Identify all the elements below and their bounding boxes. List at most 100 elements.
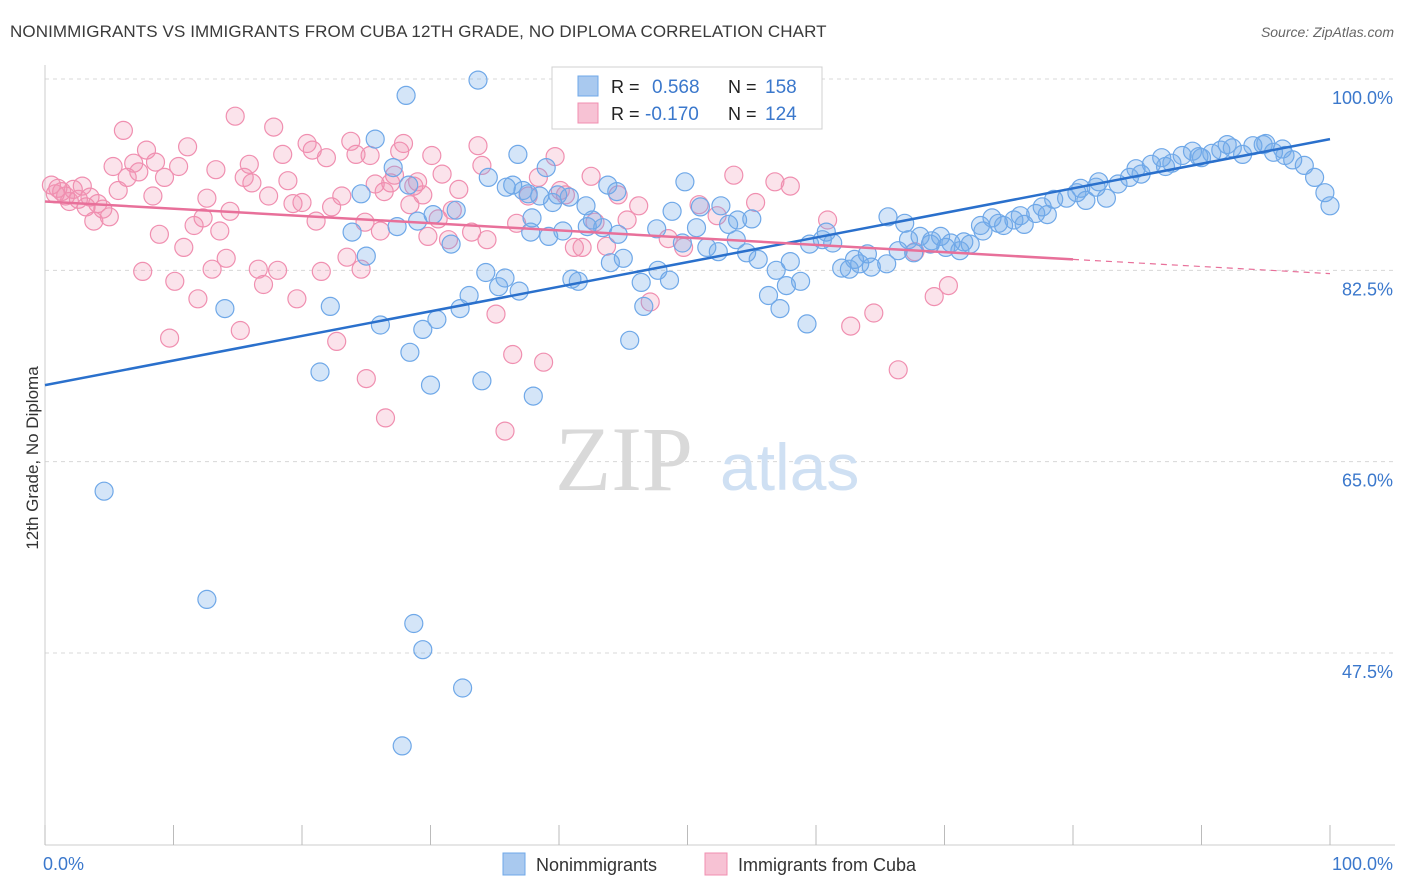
immigrants-from-cuba-point-24 xyxy=(145,152,166,172)
immigrants-from-cuba-point-76 xyxy=(393,133,414,154)
nonimmigrants-point-128 xyxy=(816,222,836,242)
nonimmigrants-point-49 xyxy=(718,214,739,234)
immigrants-from-cuba-point-52 xyxy=(278,171,298,191)
immigrants-from-cuba-point-74 xyxy=(384,165,405,185)
nonimmigrants-point-66 xyxy=(910,226,930,246)
nonimmigrants-point-122 xyxy=(904,243,924,263)
nonimmigrants-point-112 xyxy=(1126,159,1146,179)
nonimmigrants-point-147 xyxy=(441,234,461,254)
nonimmigrants-point-20 xyxy=(476,262,496,283)
immigrants-from-cuba-point-91 xyxy=(477,230,497,250)
nonimmigrants-point-0 xyxy=(94,481,114,501)
nonimmigrants-point-42 xyxy=(634,296,654,316)
stats-r-label-blue: R = xyxy=(611,77,640,97)
nonimmigrants-point-4 xyxy=(310,362,330,382)
stats-n-label-blue: N = xyxy=(728,77,757,97)
immigrants-from-cuba-point-10 xyxy=(80,187,100,207)
immigrants-from-cuba-point-108 xyxy=(617,210,637,230)
immigrants-from-cuba-point-56 xyxy=(297,133,317,154)
stats-legend-swatch-pink xyxy=(577,102,599,124)
stats-n-label-pink: N = xyxy=(728,104,757,124)
immigrants-from-cuba-point-117 xyxy=(765,172,785,192)
immigrants-from-cuba-point-27 xyxy=(160,328,180,348)
nonimmigrants-point-143 xyxy=(536,158,556,178)
y-axis-label: 12th Grade, No Diploma xyxy=(23,366,42,550)
stats-r-label-pink: R = xyxy=(611,104,640,124)
immigrants-from-cuba-point-29 xyxy=(169,156,189,177)
nonimmigrants-point-5 xyxy=(342,222,362,242)
immigrants-from-cuba-point-71 xyxy=(370,221,390,241)
nonimmigrants-point-18 xyxy=(413,319,433,339)
immigrants-from-cuba-point-122 xyxy=(888,360,908,380)
immigrants-from-cuba-point-64 xyxy=(337,247,357,267)
nonimmigrants-point-130 xyxy=(780,252,800,272)
nonimmigrants-point-117 xyxy=(988,213,1009,233)
nonimmigrants-point-151 xyxy=(356,246,376,266)
y-tick-label-0: 100.0% xyxy=(1332,88,1393,108)
immigrants-from-cuba-point-90 xyxy=(472,155,492,175)
immigrants-from-cuba-point-82 xyxy=(422,145,442,166)
nonimmigrants-point-27 xyxy=(478,167,498,187)
y-tick-label-2: 65.0% xyxy=(1342,471,1393,491)
nonimmigrants-trend-line xyxy=(44,137,1331,387)
immigrants-from-cuba-point-18 xyxy=(117,167,137,187)
nonimmigrants-point-106 xyxy=(1320,196,1340,216)
nonimmigrants-point-121 xyxy=(921,231,942,251)
nonimmigrants-point-52 xyxy=(748,249,768,269)
immigrants-from-cuba-trend-line xyxy=(44,200,1074,261)
immigrants-from-cuba-point-45 xyxy=(242,173,262,193)
nonimmigrants-point-68 xyxy=(930,226,951,246)
immigrants-from-cuba-point-69 xyxy=(360,145,380,166)
immigrants-from-cuba-point-36 xyxy=(202,259,222,279)
stats-legend: R = 0.568 N = 158 R = -0.170 N = 124 xyxy=(551,66,823,130)
immigrants-from-cuba-point-41 xyxy=(225,106,245,126)
nonimmigrants-point-54 xyxy=(770,299,790,319)
nonimmigrants-point-109 xyxy=(1217,135,1237,155)
immigrants-from-cuba-point-25 xyxy=(149,224,169,244)
immigrants-from-cuba-point-77 xyxy=(400,195,420,215)
x-tick-label-max: 100.0% xyxy=(1332,854,1393,874)
immigrants-from-cuba-point-81 xyxy=(418,226,438,246)
immigrants-from-cuba-point-103 xyxy=(572,237,592,257)
legend-label-nonimmigrants: Nonimmigrants xyxy=(536,855,657,875)
nonimmigrants-point-137 xyxy=(662,201,682,221)
nonimmigrants-point-8 xyxy=(420,375,441,395)
nonimmigrants-point-63 xyxy=(877,254,897,274)
nonimmigrants-point-138 xyxy=(631,272,651,292)
nonimmigrants-point-41 xyxy=(620,330,640,350)
nonimmigrants-point-22 xyxy=(472,371,492,391)
immigrants-from-cuba-point-39 xyxy=(216,248,236,268)
nonimmigrants-point-104 xyxy=(1304,167,1325,187)
legend-swatch-immigrants-from-cuba xyxy=(704,852,728,876)
nonimmigrants-points xyxy=(94,70,1340,756)
chart-source: Source: ZipAtlas.com xyxy=(1260,24,1394,40)
immigrants-from-cuba-point-49 xyxy=(264,117,284,137)
nonimmigrants-point-158 xyxy=(518,184,538,204)
nonimmigrants-point-115 xyxy=(1032,197,1052,217)
nonimmigrants-point-135 xyxy=(690,197,711,217)
nonimmigrants-point-156 xyxy=(523,386,543,406)
immigrants-from-cuba-point-17 xyxy=(113,120,134,140)
immigrants-from-cuba-point-118 xyxy=(780,176,800,196)
immigrants-from-cuba-point-46 xyxy=(248,259,268,279)
immigrants-from-cuba-point-93 xyxy=(495,421,515,441)
nonimmigrants-point-53 xyxy=(758,285,779,306)
nonimmigrants-point-110 xyxy=(1189,147,1209,167)
y-tick-labels: 100.0% 82.5% 65.0% 47.5% xyxy=(1332,88,1393,682)
immigrants-from-cuba-point-98 xyxy=(533,352,554,372)
immigrants-from-cuba-trend-extension xyxy=(1072,258,1331,275)
watermark-atlas: atlas xyxy=(720,430,859,504)
immigrants-from-cuba-point-120 xyxy=(841,316,861,336)
nonimmigrants-point-142 xyxy=(559,187,579,207)
nonimmigrants-point-37 xyxy=(582,210,603,230)
immigrants-from-cuba-point-33 xyxy=(188,289,208,309)
nonimmigrants-point-16 xyxy=(383,158,403,178)
immigrants-from-cuba-point-109 xyxy=(629,196,649,216)
immigrants-from-cuba-point-60 xyxy=(316,148,336,168)
immigrants-from-cuba-points xyxy=(41,106,959,441)
immigrants-from-cuba-point-48 xyxy=(259,186,279,206)
nonimmigrants-point-46 xyxy=(686,218,707,238)
nonimmigrants-point-25 xyxy=(468,70,488,90)
nonimmigrants-point-159 xyxy=(542,192,563,213)
nonimmigrants-point-23 xyxy=(453,678,473,698)
